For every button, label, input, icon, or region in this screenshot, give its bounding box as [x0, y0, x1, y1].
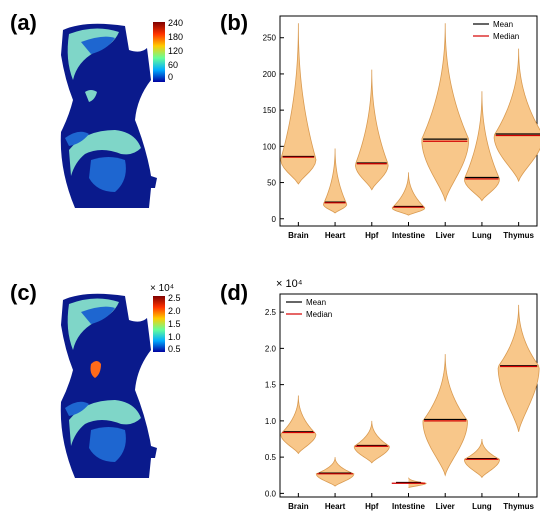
legend-label: Median: [493, 32, 519, 41]
violin-chart-d: 0.0 0.5 1.0 1.5 2.0 2.5 Brain Heart Hpf Intestine…: [265, 293, 540, 511]
x-tick-label: Intestine: [392, 231, 425, 240]
y-tick-label: 1.5: [265, 381, 277, 390]
uptake-map-c: [60, 293, 157, 478]
x-tick-label: Lung: [472, 231, 492, 240]
colorbar-a-tick: 180: [168, 32, 184, 42]
violin-lung: [463, 91, 500, 202]
violin-heart: [315, 457, 355, 487]
y-tick-label: 100: [263, 142, 277, 151]
violin-brain: [280, 395, 317, 455]
colorbar-c-tick: 2.5: [168, 293, 181, 303]
y-tick-label: 0.0: [265, 489, 277, 498]
x-tick-label: Liver: [436, 502, 455, 511]
colorbar-c-exponent: × 10⁴: [150, 283, 175, 294]
violin-liver: [421, 23, 469, 203]
x-tick-label: Hpf: [365, 502, 379, 511]
intestine-region: [89, 427, 126, 462]
legend-label: Mean: [306, 298, 326, 307]
legend-label: Median: [306, 310, 332, 319]
colorbar-c-tick: 2.0: [168, 306, 181, 316]
plot-frame: [279, 293, 538, 498]
x-tick-label: Intestine: [392, 502, 425, 511]
x-tick-label: Thymus: [503, 502, 534, 511]
x-tick-label: Hpf: [365, 231, 379, 240]
x-tick-label: Heart: [325, 502, 346, 511]
skull-region: [81, 306, 115, 324]
x-tick-label: Liver: [436, 231, 455, 240]
violin-heart: [322, 148, 348, 214]
colorbar-c-tick: 1.0: [168, 332, 181, 342]
skull-region: [81, 36, 115, 54]
x-tick-label: Brain: [288, 502, 309, 511]
colorbar-a-tick: 60: [168, 60, 179, 70]
violin-intestine: [391, 172, 426, 216]
violin-chart-b: 0 50 100 150 200 250 Brain Heart Hpf Intestine Liv…: [263, 15, 540, 240]
colorbar-a-tick: 240: [168, 18, 184, 28]
y-tick-label: 50: [267, 179, 276, 188]
y-tick-label: 2.0: [265, 344, 277, 353]
body-silhouette: [60, 23, 157, 208]
y-tick-label: 0: [272, 215, 277, 224]
violin-hpf: [355, 69, 389, 191]
intestine-region: [89, 157, 126, 192]
violin-liver: [422, 354, 468, 477]
x-tick-label: Lung: [472, 502, 492, 511]
y-tick-label: 1.0: [265, 417, 277, 426]
panel-label-d: (d): [220, 280, 249, 305]
colorbar-a: [153, 22, 165, 82]
liver-region: [69, 130, 141, 176]
y-tick-label: 0.5: [265, 453, 277, 462]
violin-brain: [280, 23, 317, 185]
x-tick-label: Heart: [325, 231, 346, 240]
liver-region: [69, 400, 141, 446]
violin-thymus: [497, 304, 540, 432]
y-tick-label: 2.5: [265, 308, 277, 317]
x-tick-label: Brain: [288, 231, 309, 240]
colorbar-c: [153, 296, 165, 352]
x-tick-label: Thymus: [503, 231, 534, 240]
colorbar-c-tick: 0.5: [168, 344, 181, 354]
heart-region: [85, 90, 97, 102]
legend-label: Mean: [493, 20, 513, 29]
violin-hpf: [353, 420, 390, 464]
colorbar-a-tick: 0: [168, 72, 174, 82]
panel-label-b: (b): [220, 10, 249, 35]
kidney-region: [65, 401, 89, 416]
panel-label-a: (a): [10, 10, 37, 35]
violin-thymus: [493, 48, 540, 183]
panel-label-c: (c): [10, 280, 37, 305]
colorbar-c-tick: 1.5: [168, 319, 181, 329]
kidney-region: [65, 131, 89, 146]
y-tick-label: 200: [263, 70, 277, 79]
uptake-map-a: [60, 23, 157, 208]
y-tick-label: 150: [263, 106, 277, 115]
thymus-hot-spot: [90, 361, 101, 378]
colorbar-a-tick: 120: [168, 46, 184, 56]
chart-d-exponent: × 10⁴: [276, 278, 303, 290]
y-tick-label: 250: [263, 34, 277, 43]
body-silhouette: [60, 293, 157, 478]
